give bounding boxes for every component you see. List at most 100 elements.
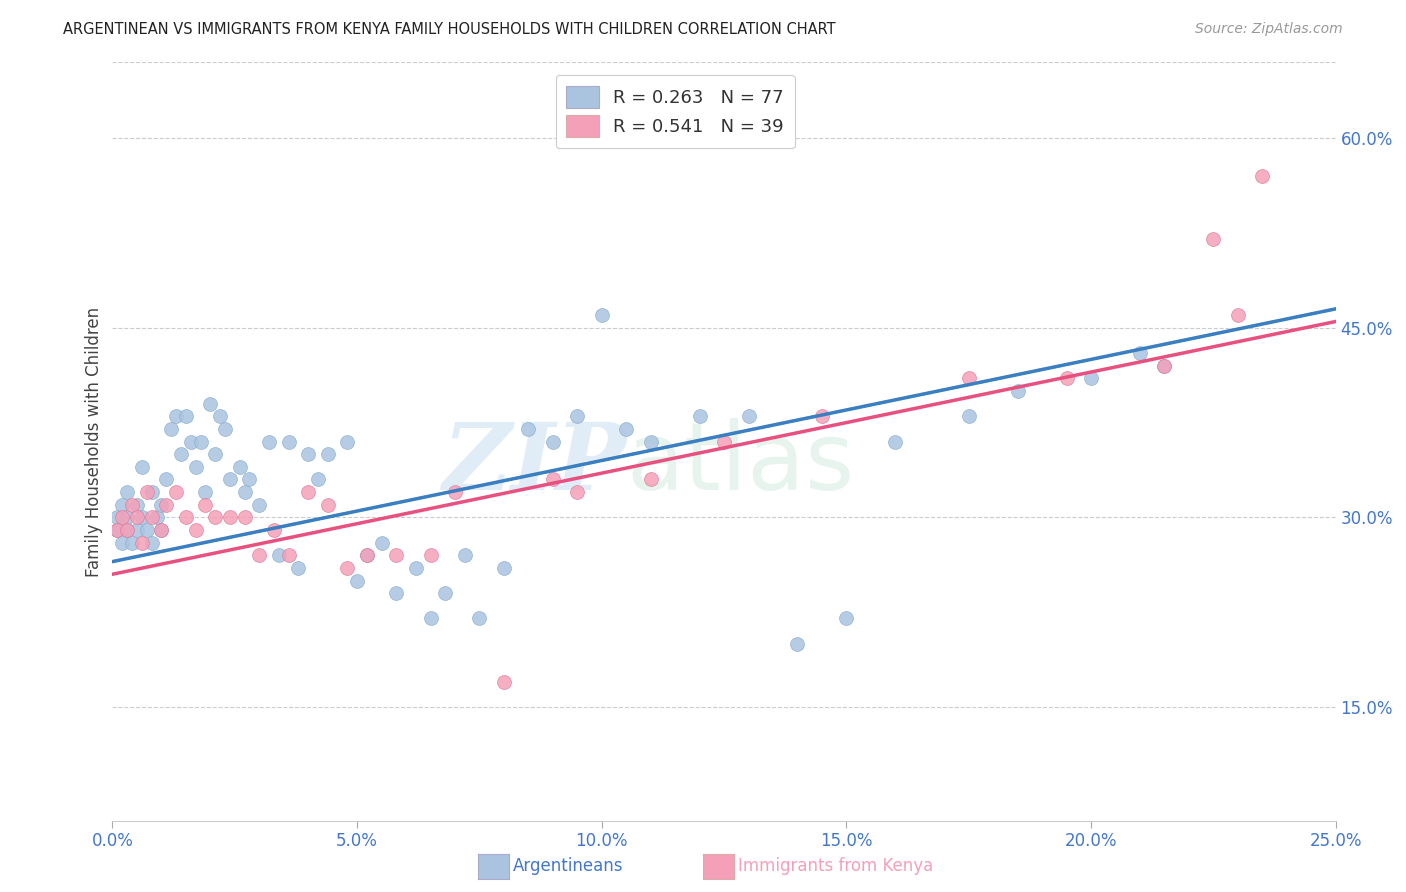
- Point: [1226, 308, 1249, 322]
- Point: [346, 574, 368, 588]
- Point: [141, 485, 163, 500]
- Point: [419, 548, 441, 563]
- Point: [228, 459, 250, 474]
- Point: [492, 674, 515, 689]
- Point: [165, 409, 187, 424]
- Point: [200, 396, 222, 410]
- Point: [786, 637, 808, 651]
- Point: [233, 485, 256, 500]
- Point: [541, 473, 564, 487]
- Point: [434, 586, 457, 600]
- Point: [115, 523, 138, 537]
- Point: [247, 498, 270, 512]
- Point: [194, 485, 217, 500]
- Point: [105, 523, 128, 537]
- Point: [1007, 384, 1029, 398]
- Point: [287, 561, 309, 575]
- Point: [267, 548, 290, 563]
- Point: [567, 485, 589, 500]
- Point: [125, 498, 148, 512]
- Point: [190, 434, 212, 449]
- Point: [204, 447, 226, 461]
- Point: [184, 459, 207, 474]
- Point: [125, 523, 148, 537]
- Point: [209, 409, 232, 424]
- Y-axis label: Family Households with Children: Family Households with Children: [84, 307, 103, 576]
- Point: [131, 535, 153, 549]
- Point: [1202, 232, 1225, 246]
- Point: [419, 611, 441, 625]
- Point: [115, 485, 138, 500]
- Point: [614, 422, 637, 436]
- Text: ARGENTINEAN VS IMMIGRANTS FROM KENYA FAMILY HOUSEHOLDS WITH CHILDREN CORRELATION: ARGENTINEAN VS IMMIGRANTS FROM KENYA FAM…: [63, 22, 837, 37]
- Point: [1080, 371, 1102, 385]
- Point: [184, 523, 207, 537]
- Point: [1153, 359, 1175, 373]
- Point: [468, 611, 491, 625]
- Point: [247, 548, 270, 563]
- Point: [405, 561, 427, 575]
- Point: [105, 510, 128, 524]
- Legend: R = 0.263   N = 77, R = 0.541   N = 39: R = 0.263 N = 77, R = 0.541 N = 39: [555, 75, 794, 148]
- Point: [160, 422, 183, 436]
- Point: [155, 498, 177, 512]
- Text: atlas: atlas: [626, 418, 855, 510]
- Point: [385, 548, 408, 563]
- Text: ZIP: ZIP: [441, 419, 626, 509]
- Point: [150, 498, 173, 512]
- Point: [111, 498, 134, 512]
- Point: [492, 561, 515, 575]
- Point: [1251, 169, 1274, 184]
- Point: [640, 473, 662, 487]
- Point: [105, 523, 128, 537]
- Point: [165, 485, 187, 500]
- Point: [835, 611, 858, 625]
- Point: [957, 371, 980, 385]
- Point: [263, 523, 285, 537]
- Point: [277, 548, 299, 563]
- Point: [307, 473, 329, 487]
- Point: [155, 473, 177, 487]
- Point: [174, 510, 197, 524]
- Point: [336, 561, 359, 575]
- Point: [1056, 371, 1078, 385]
- Text: Source: ZipAtlas.com: Source: ZipAtlas.com: [1195, 22, 1343, 37]
- Point: [737, 409, 759, 424]
- Point: [370, 535, 392, 549]
- Point: [297, 485, 319, 500]
- Point: [811, 409, 834, 424]
- Point: [131, 510, 153, 524]
- Point: [233, 510, 256, 524]
- Point: [150, 523, 173, 537]
- Point: [170, 447, 193, 461]
- Point: [1129, 346, 1152, 360]
- Point: [884, 434, 907, 449]
- Point: [219, 473, 242, 487]
- Point: [713, 434, 735, 449]
- Point: [141, 510, 163, 524]
- Point: [257, 434, 280, 449]
- Point: [121, 535, 143, 549]
- Point: [356, 548, 378, 563]
- Point: [150, 523, 173, 537]
- Point: [180, 434, 202, 449]
- Point: [125, 510, 148, 524]
- Point: [336, 434, 359, 449]
- Point: [194, 498, 217, 512]
- Point: [111, 510, 134, 524]
- Point: [454, 548, 477, 563]
- Text: Immigrants from Kenya: Immigrants from Kenya: [738, 857, 934, 875]
- Point: [957, 409, 980, 424]
- Point: [591, 308, 613, 322]
- Point: [219, 510, 242, 524]
- Point: [316, 447, 339, 461]
- Point: [297, 447, 319, 461]
- Point: [214, 422, 236, 436]
- Point: [141, 535, 163, 549]
- Point: [567, 409, 589, 424]
- Text: Argentineans: Argentineans: [513, 857, 624, 875]
- Point: [115, 510, 138, 524]
- Point: [135, 523, 157, 537]
- Point: [689, 409, 711, 424]
- Point: [238, 473, 260, 487]
